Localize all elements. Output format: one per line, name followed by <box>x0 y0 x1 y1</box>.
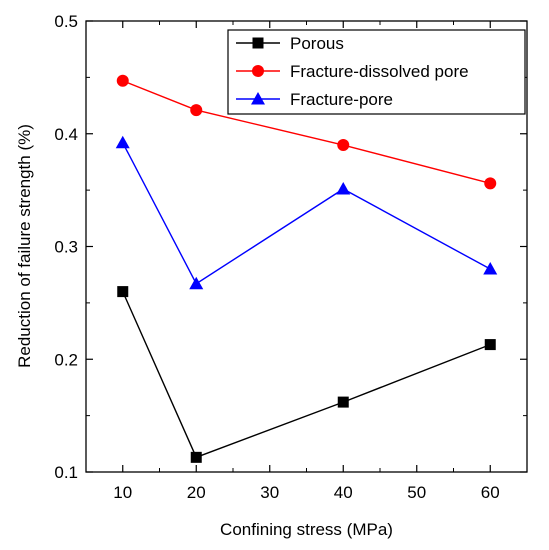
y-tick-label: 0.1 <box>54 463 78 482</box>
x-tick-label: 20 <box>187 483 206 502</box>
data-point <box>484 177 497 190</box>
y-axis-title: Reduction of failure strength (%) <box>15 124 34 368</box>
legend-entry: Porous <box>236 34 344 53</box>
legend-label: Porous <box>290 34 344 53</box>
legend-box <box>227 29 526 115</box>
y-tick-label: 0.2 <box>54 350 78 369</box>
y-tick-label: 0.4 <box>54 125 78 144</box>
legend-entry: Fracture-pore <box>236 90 393 109</box>
series-line <box>122 142 491 285</box>
x-tick-label: 30 <box>260 483 279 502</box>
x-tick-label: 60 <box>481 483 500 502</box>
data-point <box>337 139 350 152</box>
series-triangle <box>115 135 498 290</box>
data-point <box>483 262 498 275</box>
x-tick-label: 10 <box>113 483 132 502</box>
series-circle <box>116 74 497 190</box>
data-point <box>190 451 202 463</box>
series-line <box>122 291 491 459</box>
legend-marker <box>251 92 265 105</box>
legend-label: Fracture-dissolved pore <box>290 62 469 81</box>
series-line <box>122 80 491 185</box>
data-point <box>189 276 204 290</box>
x-tick-label: 50 <box>407 483 426 502</box>
data-point <box>337 396 349 408</box>
legend-label: Fracture-pore <box>290 90 393 109</box>
y-tick-label: 0.3 <box>54 238 78 257</box>
data-point <box>115 135 130 149</box>
series-square <box>117 286 496 463</box>
data-point <box>117 286 129 298</box>
data-point <box>116 74 129 87</box>
data-point <box>190 104 203 117</box>
legend-marker <box>252 65 264 77</box>
data-point <box>484 339 496 351</box>
y-tick-label: 0.5 <box>54 12 78 31</box>
legend-entry: Fracture-dissolved pore <box>236 62 469 81</box>
data-point <box>336 181 351 195</box>
legend-marker <box>252 37 264 49</box>
x-axis-title: Confining stress (MPa) <box>220 520 393 539</box>
x-tick-label: 40 <box>334 483 353 502</box>
